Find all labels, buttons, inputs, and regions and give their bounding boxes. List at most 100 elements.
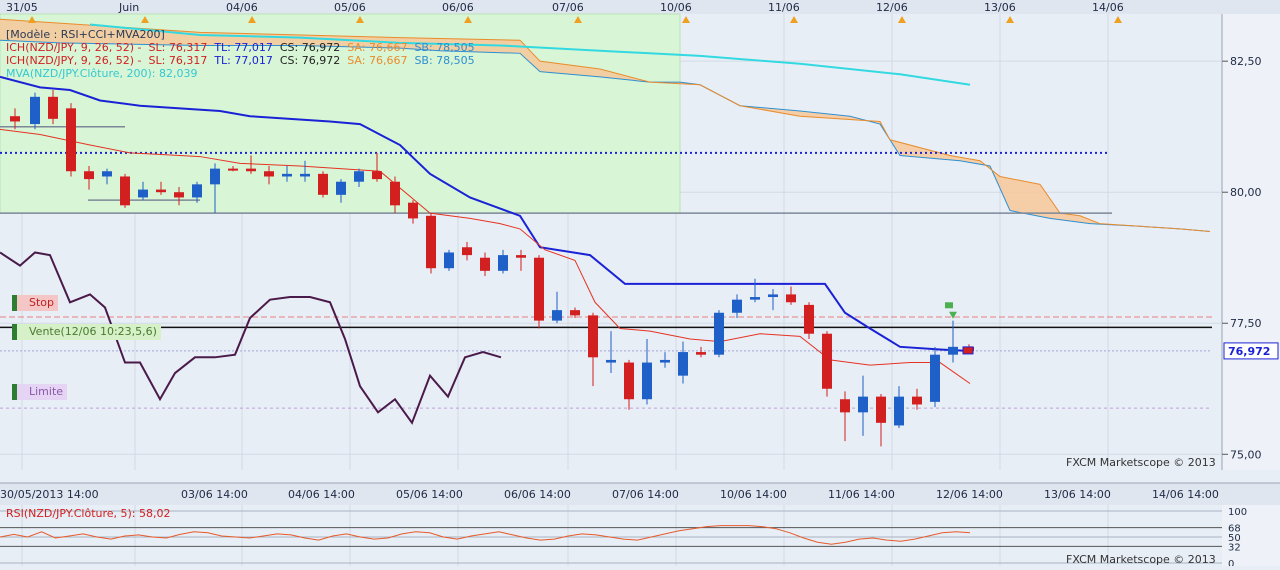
time-label-8: 12/06 14:00 xyxy=(936,488,1003,501)
senkou-span-b-line xyxy=(0,18,1211,233)
candles-group xyxy=(10,90,974,447)
candle-body-17 xyxy=(318,173,328,195)
top-date-marker-5 xyxy=(574,16,582,23)
rsi-tick-4: 0 xyxy=(1228,559,1234,566)
candle-body-27 xyxy=(498,255,508,271)
candle-body-28 xyxy=(516,255,526,258)
watermark-rsi: FXCM Marketscope © 2013 xyxy=(1066,553,1216,566)
candle-body-6 xyxy=(120,176,130,206)
candle-body-32 xyxy=(588,315,598,358)
candle-body-31 xyxy=(570,310,580,316)
ichimoku-cloud xyxy=(0,19,1210,232)
candle-body-3 xyxy=(66,108,76,172)
y-tick-label-3: 75,00 xyxy=(1230,448,1262,461)
candle-body-52 xyxy=(948,346,958,355)
candle-body-23 xyxy=(426,215,436,269)
tenkan-sen-line xyxy=(0,128,971,384)
top-date-marker-0 xyxy=(28,16,36,23)
rsi-axis xyxy=(1222,505,1280,566)
candle-body-21 xyxy=(390,181,400,206)
legend-ich-2: ICH(NZD/JPY, 9, 26, 52) - SL: 76,317 TL:… xyxy=(6,54,475,67)
rsi-label: RSI(NZD/JPY.Clôture, 5): 58,02 xyxy=(6,507,171,520)
order-sell-tag[interactable]: Vente(12/06 10:23,5,6) xyxy=(12,324,161,340)
legend-sl-2: SL: 76,317 xyxy=(148,54,208,67)
candle-body-7 xyxy=(138,189,148,198)
top-date-marker-10 xyxy=(1114,16,1122,23)
top-date-marker-1 xyxy=(141,16,149,23)
candle-body-49 xyxy=(894,396,904,426)
time-label-4: 06/06 14:00 xyxy=(504,488,571,501)
time-label-9: 13/06 14:00 xyxy=(1044,488,1111,501)
rsi-overlay-line xyxy=(0,251,502,425)
legend-cs-2: CS: 76,972 xyxy=(279,54,341,67)
top-date-label-0: 31/05 xyxy=(6,1,38,14)
candle-body-22 xyxy=(408,202,418,219)
signal-arrow-icon xyxy=(949,311,957,319)
legend-sa-2: SA: 76,667 xyxy=(347,54,408,67)
order-stop-tag[interactable]: Stop xyxy=(12,295,59,311)
candle-body-47 xyxy=(858,396,868,413)
candle-body-36 xyxy=(660,359,670,363)
top-date-label-9: 13/06 xyxy=(984,1,1016,14)
top-date-label-5: 07/06 xyxy=(552,1,584,14)
candle-body-38 xyxy=(696,352,706,355)
top-date-marker-3 xyxy=(356,16,364,23)
legend-ich-prefix-2: ICH(NZD/JPY, 9, 26, 52) - xyxy=(6,54,142,67)
top-date-marker-6 xyxy=(682,16,690,23)
rsi-panel xyxy=(0,505,1280,566)
legend-mva: MVA(NZD/JPY.Clôture, 200): 82,039 xyxy=(6,67,198,80)
legend-sb-2: SB: 78,505 xyxy=(414,54,475,67)
legend-cs: CS: 76,972 xyxy=(279,41,341,54)
price-axis xyxy=(1222,14,1280,470)
candle-body-0 xyxy=(10,116,20,122)
legend-tl: TL: 77,017 xyxy=(214,41,273,54)
legend-sl: SL: 76,317 xyxy=(148,41,208,54)
candle-body-8 xyxy=(156,189,166,193)
top-date-label-4: 06/06 xyxy=(442,1,474,14)
candle-body-40 xyxy=(732,299,742,313)
top-date-bar xyxy=(0,0,1280,14)
top-date-label-2: 04/06 xyxy=(226,1,258,14)
candle-body-48 xyxy=(876,396,886,423)
candle-body-16 xyxy=(300,173,310,177)
candle-body-34 xyxy=(624,362,634,400)
highlight-zone xyxy=(0,13,681,214)
signal-arrow-stem xyxy=(945,302,953,309)
candle-body-4 xyxy=(84,171,94,180)
candle-body-46 xyxy=(840,399,850,413)
candle-body-25 xyxy=(462,247,472,256)
axis-labels-group: 31/05 Juin 04/06 05/06 06/06 07/06 10/06 11/06 1… xyxy=(0,1,1279,501)
candle-body-35 xyxy=(642,362,652,400)
rsi-tick-2: 50 xyxy=(1228,533,1241,544)
candle-body-45 xyxy=(822,333,832,389)
top-date-marker-2 xyxy=(248,16,256,23)
legend-sb: SB: 78,505 xyxy=(414,41,475,54)
candle-body-14 xyxy=(264,171,274,177)
candle-body-10 xyxy=(192,184,202,198)
candle-body-12 xyxy=(228,168,238,171)
candle-body-33 xyxy=(606,359,616,363)
candle-body-39 xyxy=(714,312,724,355)
time-label-7: 11/06 14:00 xyxy=(828,488,895,501)
candle-body-26 xyxy=(480,257,490,271)
time-axis xyxy=(0,483,1280,505)
candle-body-2 xyxy=(48,96,58,119)
time-label-1: 03/06 14:00 xyxy=(181,488,248,501)
candle-body-44 xyxy=(804,304,814,334)
candle-body-42 xyxy=(768,294,778,298)
top-date-label-3: 05/06 xyxy=(334,1,366,14)
candle-body-13 xyxy=(246,168,256,172)
rsi-tick-1: 68 xyxy=(1228,524,1241,535)
candle-body-24 xyxy=(444,252,454,269)
candle-body-15 xyxy=(282,173,292,177)
kijun-sen-line xyxy=(0,75,971,353)
top-date-label-6: 10/06 xyxy=(660,1,692,14)
top-date-marker-9 xyxy=(1006,16,1014,23)
rsi-line xyxy=(0,525,971,545)
green-zone-group xyxy=(0,13,681,214)
y-tick-label-2: 77,50 xyxy=(1230,317,1262,330)
candle-body-18 xyxy=(336,181,346,195)
order-limit-tag[interactable]: Limite xyxy=(12,384,68,400)
